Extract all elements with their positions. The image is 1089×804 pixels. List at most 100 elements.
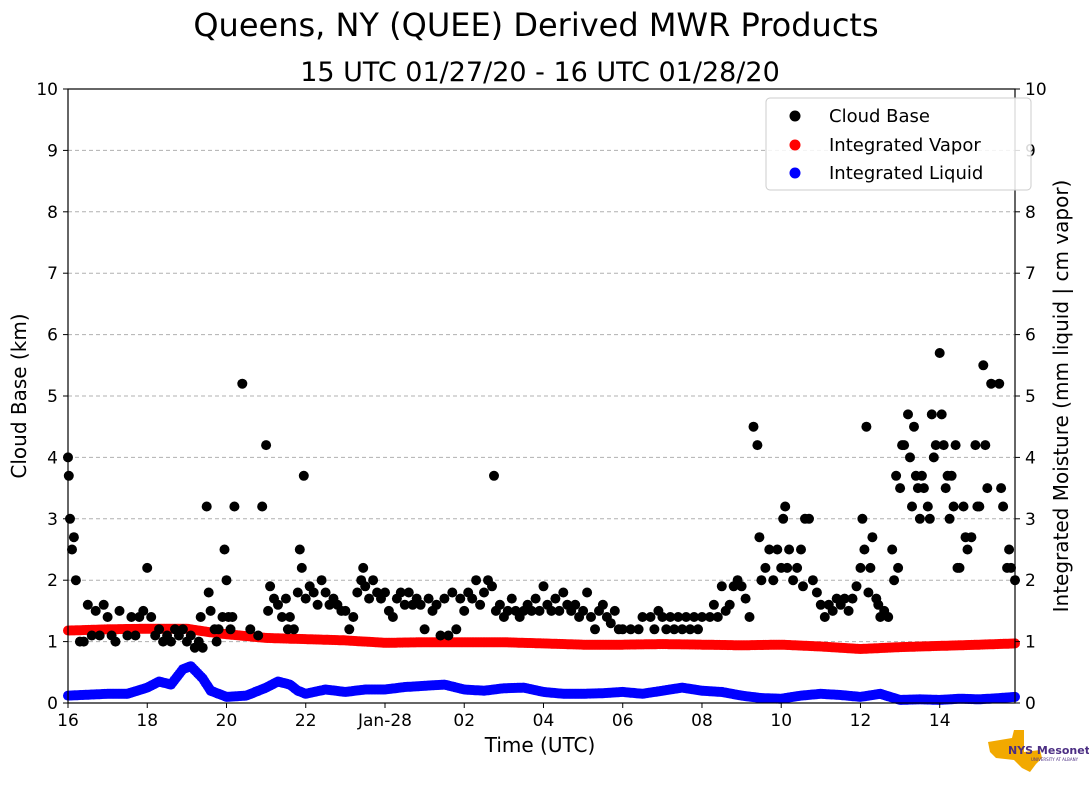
data-point	[439, 593, 450, 604]
logo-text: NYS Mesonet	[1008, 744, 1089, 757]
data-point	[225, 624, 236, 635]
data-point	[625, 624, 636, 635]
data-point	[796, 544, 806, 555]
y-tick-label: 4	[47, 448, 58, 468]
data-point	[451, 624, 462, 635]
data-point	[86, 630, 97, 641]
data-point	[154, 624, 165, 635]
data-point	[263, 605, 274, 616]
data-point	[177, 624, 188, 635]
x-tick-label: 20	[216, 711, 238, 731]
y2-tick-label: 10	[1025, 80, 1047, 100]
data-point	[857, 513, 868, 524]
data-point	[827, 605, 838, 616]
x-axis-label: Time (UTC)	[484, 733, 596, 757]
data-point	[590, 624, 600, 635]
series-cloud-base	[63, 348, 1020, 653]
data-point	[487, 581, 497, 592]
y-tick-label: 5	[47, 387, 58, 407]
data-point	[475, 599, 486, 610]
data-point	[948, 501, 959, 512]
data-point	[895, 483, 906, 494]
y-tick-label: 7	[47, 264, 58, 284]
data-point	[284, 612, 295, 622]
data-point	[754, 532, 765, 543]
data-point	[891, 470, 902, 481]
data-point	[1006, 562, 1016, 573]
data-point	[308, 587, 319, 598]
y2-tick-label: 3	[1025, 510, 1036, 530]
y-tick-label: 3	[47, 510, 58, 530]
data-point	[447, 587, 458, 598]
ny-state-shape-icon	[988, 730, 1042, 772]
data-point	[689, 612, 700, 622]
data-point	[459, 605, 470, 616]
data-point	[227, 612, 238, 622]
data-point	[903, 409, 913, 420]
data-point	[994, 378, 1005, 389]
data-point	[340, 605, 351, 616]
data-point	[744, 612, 755, 622]
y-tick-label: 1	[47, 633, 58, 653]
data-point	[494, 599, 505, 610]
data-point	[986, 378, 997, 389]
data-point	[1004, 544, 1015, 555]
data-point	[489, 470, 499, 481]
data-point	[958, 501, 969, 512]
y2-tick-label: 4	[1025, 448, 1036, 468]
data-point	[887, 544, 898, 555]
data-point	[782, 562, 793, 573]
data-point	[649, 624, 660, 635]
data-point	[82, 599, 93, 610]
data-point	[966, 532, 977, 543]
data-point	[946, 470, 957, 481]
data-point	[63, 470, 74, 481]
data-point	[368, 575, 379, 586]
data-point	[358, 562, 369, 573]
data-point	[94, 630, 105, 641]
data-point	[78, 636, 89, 647]
y-tick-label: 10	[36, 80, 58, 100]
data-point	[928, 452, 939, 463]
data-point	[506, 593, 517, 604]
data-point	[403, 587, 414, 598]
data-point	[768, 575, 779, 586]
y-tick-label: 2	[47, 571, 58, 591]
data-point	[229, 501, 240, 512]
data-point	[940, 483, 951, 494]
data-point	[617, 624, 628, 635]
data-point	[859, 544, 870, 555]
x-tick-label: 14	[929, 711, 951, 731]
chart-title: Queens, NY (QUEE) Derived MWR Products	[193, 6, 878, 44]
data-point	[443, 630, 454, 641]
data-point	[740, 593, 751, 604]
data-point	[126, 612, 137, 622]
data-point	[804, 513, 814, 524]
data-point	[221, 575, 232, 586]
data-point	[748, 421, 759, 432]
y-tick-label: 9	[47, 141, 58, 161]
x-tick-label: 06	[612, 711, 634, 731]
data-point	[294, 544, 305, 555]
chart-subtitle: 15 UTC 01/27/20 - 16 UTC 01/28/20	[300, 57, 780, 88]
data-point	[970, 440, 981, 451]
x-tick-label: 10	[770, 711, 792, 731]
x-tick-label: 22	[295, 711, 317, 731]
data-point	[916, 470, 927, 481]
data-point	[924, 513, 935, 524]
data-point	[865, 562, 876, 573]
data-point	[185, 630, 196, 641]
data-point	[784, 544, 795, 555]
data-point	[582, 587, 593, 598]
axis-ticks: 00112233445566778899101016182022Jan-2802…	[36, 80, 1046, 731]
data-point	[265, 581, 276, 592]
data-point	[855, 562, 866, 573]
logo-subtext: UNIVERSITY AT ALBANY	[1031, 757, 1079, 762]
legend-marker-integrated-liquid	[789, 167, 801, 179]
x-tick-label: 16	[57, 711, 79, 731]
data-point	[219, 544, 230, 555]
data-point	[867, 532, 878, 543]
data-point	[98, 599, 109, 610]
data-point	[851, 581, 862, 592]
